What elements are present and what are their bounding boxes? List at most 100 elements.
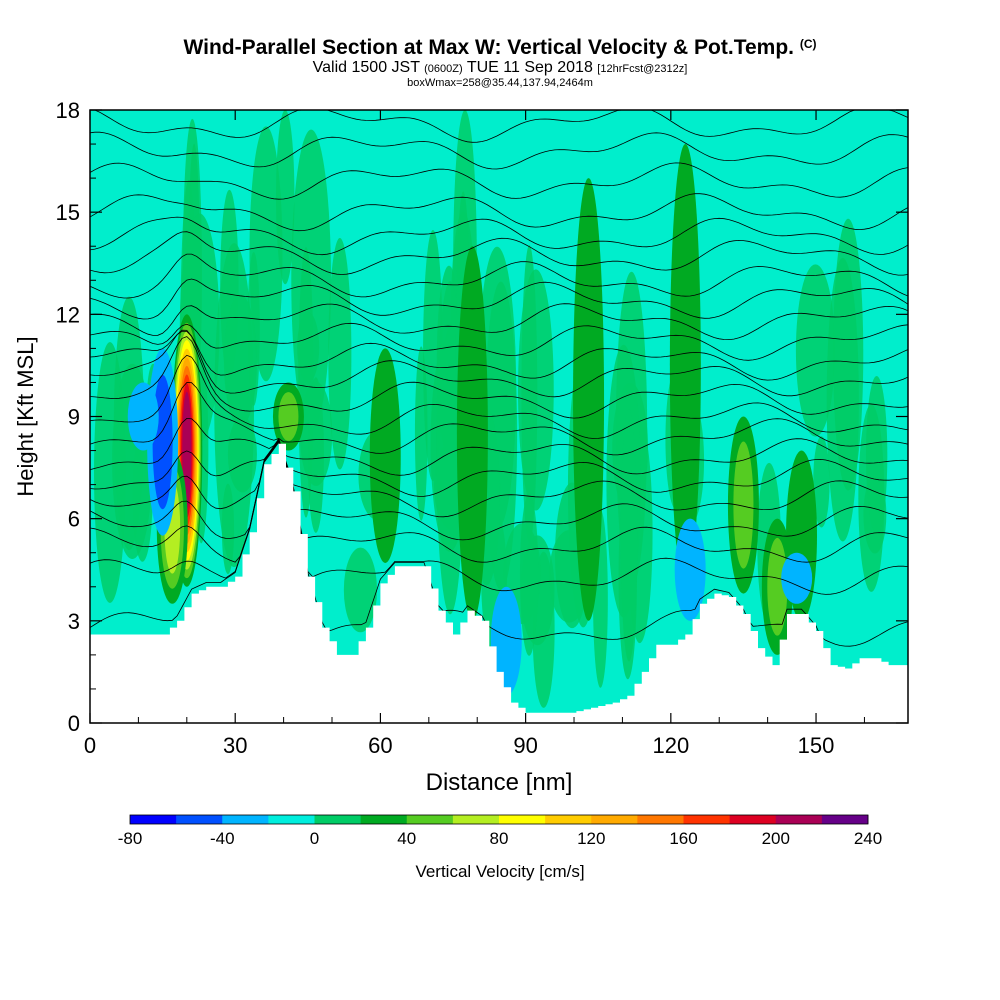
x-tick-label: 60 — [368, 733, 392, 758]
theta-contour — [90, 303, 908, 341]
theta-contour — [90, 441, 908, 647]
colorbar-swatch — [130, 815, 177, 824]
y-tick-label: 9 — [68, 405, 80, 430]
y-tick-label: 15 — [56, 200, 80, 225]
theta-contour — [90, 438, 908, 518]
colorbar-swatch — [683, 815, 731, 824]
weak-ascent-streak — [299, 381, 333, 486]
weak-ascent-streak — [414, 346, 428, 521]
theta-contour — [90, 336, 908, 419]
weak-ascent-streak — [620, 408, 638, 662]
weak-ascent-streak — [826, 258, 859, 542]
theta-contour — [90, 231, 908, 276]
x-axis-label: Distance [nm] — [426, 769, 573, 796]
x-tick-label: 0 — [84, 733, 96, 758]
theta-contour — [90, 417, 908, 476]
x-tick-label: 120 — [652, 733, 689, 758]
downdraft-plume — [127, 382, 159, 451]
colorbar-swatch — [268, 815, 315, 824]
weak-ascent-streak — [865, 375, 888, 535]
colorbar-swatch — [406, 815, 454, 824]
chart-title-text: Wind-Parallel Section at Max W: Vertical… — [183, 36, 794, 59]
theta-contour — [90, 322, 908, 361]
updraft-plume — [669, 144, 701, 587]
valid-time: Valid 1500 JST — [312, 59, 420, 76]
theta-contour — [90, 216, 908, 256]
x-tick-label: 30 — [223, 733, 247, 758]
theta-contour — [90, 162, 908, 200]
theta-contour — [90, 438, 908, 497]
colorbar-tick-label: 40 — [397, 829, 416, 848]
valid-date: TUE 11 Sep 2018 — [466, 59, 593, 76]
chart-subtitle: Valid 1500 JST (0600Z) TUE 11 Sep 2018 [… — [0, 59, 1000, 77]
updraft-plume — [573, 178, 605, 621]
weak-ascent-streak — [297, 312, 320, 383]
theta-contour — [90, 330, 908, 381]
x-tick-label: 150 — [798, 733, 835, 758]
theta-contour — [90, 253, 908, 299]
colorbar-swatch — [775, 815, 823, 824]
colorbar-tick-label: 240 — [854, 829, 882, 848]
updraft-plume — [456, 246, 488, 621]
downdraft-plume — [781, 552, 813, 604]
plot-area — [90, 110, 908, 723]
updraft-plume — [369, 348, 401, 563]
colorbar-tick-label: 160 — [669, 829, 697, 848]
theta-contour — [90, 193, 908, 232]
y-tick-label: 6 — [68, 507, 80, 532]
title-mark: (C) — [799, 37, 817, 51]
y-tick-label: 0 — [68, 711, 80, 736]
colorbar-swatch — [360, 815, 408, 824]
weak-ascent-streak — [223, 294, 257, 427]
colorbar-swatch — [545, 815, 592, 824]
theta-contour — [90, 131, 908, 170]
weak-ascent-streak — [343, 547, 377, 633]
colorbar-frame — [129, 814, 869, 825]
weak-ascent-streak — [813, 436, 830, 528]
valid-utc: (0600Z) — [424, 63, 463, 75]
colorbar-swatch — [729, 815, 777, 824]
colorbar-swatch — [452, 815, 500, 824]
colorbar-swatch — [222, 815, 269, 824]
theta-contour — [90, 439, 908, 541]
updraft-plume — [767, 537, 788, 636]
colorbar-tick-label: -40 — [210, 829, 235, 848]
downdraft-plume — [490, 586, 522, 696]
weak-ascent-streak — [795, 264, 836, 437]
colorbar-tick-label: 0 — [310, 829, 319, 848]
theta-contour — [90, 382, 908, 456]
colorbar-tick-label: -80 — [118, 829, 143, 848]
colorbar-tick-label: 200 — [762, 829, 790, 848]
colorbar-swatch — [591, 815, 638, 824]
y-tick-label: 12 — [56, 302, 80, 327]
theta-contour — [90, 110, 908, 143]
colorbar-swatch — [176, 815, 223, 824]
updraft-plume — [733, 441, 754, 569]
y-tick-label: 3 — [68, 609, 80, 634]
weak-ascent-streak — [227, 416, 257, 493]
box-info: boxWmax=258@35.44,137.94,2464m — [407, 77, 593, 89]
updraft-plume — [278, 392, 299, 441]
y-tick-label: 18 — [56, 98, 80, 123]
weak-ascent-streak — [519, 493, 539, 656]
weak-ascent-streak — [518, 269, 554, 511]
colorbar-title: Vertical Velocity [cm/s] — [415, 862, 585, 881]
colorbar-tick-label: 120 — [577, 829, 605, 848]
colorbar-swatch — [637, 815, 684, 824]
terrain — [90, 443, 908, 723]
theta-contour — [90, 354, 908, 439]
colorbar-swatch — [314, 815, 362, 824]
theta-contour — [90, 329, 908, 398]
chart-title: Wind-Parallel Section at Max W: Vertical… — [0, 36, 1000, 60]
x-tick-label: 90 — [513, 733, 537, 758]
colorbar-swatch — [821, 815, 869, 824]
y-axis-label: Height [Kft MSL] — [13, 336, 38, 496]
theta-contour — [90, 278, 908, 320]
colorbar-tick-label: 80 — [490, 829, 509, 848]
weak-ascent-streak — [221, 483, 235, 575]
colorbar-swatch — [499, 815, 546, 824]
forecast-info: [12hrFcst@2312z] — [597, 63, 688, 75]
theta-contour — [90, 439, 908, 563]
theta-contour — [90, 440, 908, 595]
